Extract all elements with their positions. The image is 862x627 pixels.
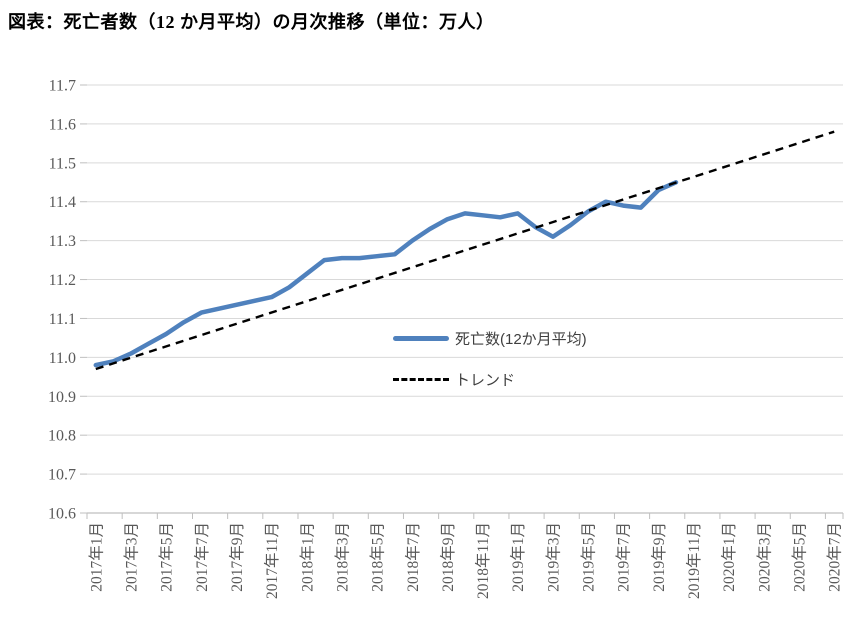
x-tick-label: 2019年9月 <box>650 522 668 592</box>
solid-line-swatch-icon <box>393 335 449 341</box>
x-tick-label: 2018年5月 <box>369 522 387 592</box>
x-tick-label: 2017年1月 <box>87 522 105 592</box>
chart-legend: 死亡数(12か月平均) トレンド <box>393 327 587 409</box>
x-tick-label: 2019年11月 <box>685 522 703 599</box>
chart-title: 図表：死亡者数（12 か月平均）の月次推移（単位：万人） <box>8 12 495 32</box>
x-tick-label: 2017年11月 <box>263 522 281 599</box>
legend-entry-deaths: 死亡数(12か月平均) <box>393 327 587 349</box>
x-tick-label: 2018年7月 <box>404 522 422 592</box>
x-tick-label: 2019年5月 <box>580 522 598 592</box>
x-tick-label: 2019年1月 <box>509 522 527 592</box>
x-tick-label: 2018年11月 <box>474 522 492 599</box>
y-tick-label: 11.2 <box>49 272 76 289</box>
legend-entry-trend: トレンド <box>393 368 587 390</box>
x-tick-label: 2018年3月 <box>333 522 351 592</box>
x-tick-label: 2018年1月 <box>298 522 316 592</box>
y-tick-label: 11.7 <box>49 78 76 95</box>
x-tick-label: 2020年5月 <box>791 522 809 592</box>
y-tick-label: 11.3 <box>49 233 76 250</box>
x-tick-label: 2017年3月 <box>122 522 140 592</box>
x-tick-label: 2020年7月 <box>826 522 844 592</box>
legend-label-deaths: 死亡数(12か月平均) <box>455 330 587 348</box>
x-tick-label: 2017年9月 <box>228 522 246 592</box>
trend-series-line <box>95 130 835 371</box>
x-tick-label: 2019年7月 <box>615 522 633 592</box>
y-tick-label: 11.6 <box>49 116 76 133</box>
y-tick-label: 10.6 <box>48 506 76 523</box>
legend-label-trend: トレンド <box>455 371 516 389</box>
x-tick-label: 2020年3月 <box>755 522 773 592</box>
deaths-series-line <box>93 180 679 368</box>
y-tick-label: 10.9 <box>48 389 76 406</box>
x-tick-label: 2019年3月 <box>544 522 562 592</box>
x-tick-label: 2017年7月 <box>193 522 211 592</box>
y-tick-label: 11.4 <box>49 194 76 211</box>
y-tick-label: 10.7 <box>48 467 76 484</box>
x-tick-label: 2020年1月 <box>720 522 738 592</box>
y-tick-label: 11.5 <box>49 155 76 172</box>
y-tick-label: 10.8 <box>48 428 76 445</box>
dashed-line-swatch-icon <box>393 377 449 381</box>
y-tick-label: 11.0 <box>49 350 76 367</box>
x-tick-label: 2017年5月 <box>158 522 176 592</box>
y-tick-label: 11.1 <box>49 311 76 328</box>
x-tick-label: 2018年9月 <box>439 522 457 592</box>
